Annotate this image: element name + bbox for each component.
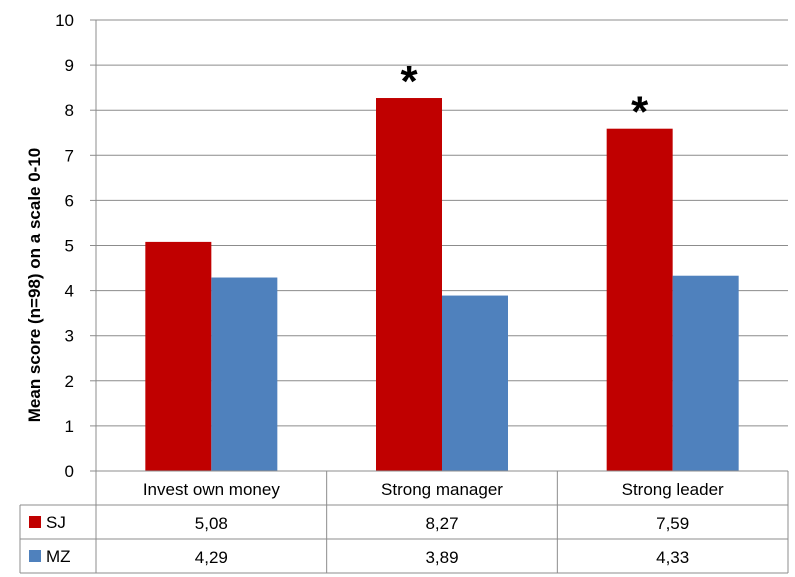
bar-mz [672, 275, 739, 471]
bar-sj [145, 241, 212, 471]
bar-mz [442, 295, 508, 471]
y-tick-label: 1 [65, 417, 74, 436]
y-tick-label: 9 [65, 56, 74, 75]
y-tick-label: 5 [65, 237, 74, 256]
x-category-label: Invest own money [143, 480, 281, 499]
y-tick-label: 0 [65, 462, 74, 481]
data-label: 7,59 [656, 514, 689, 533]
data-label: 4,29 [195, 548, 228, 567]
significance-marker: * [631, 88, 649, 137]
legend-label-mz: MZ [46, 547, 71, 566]
bar-sj [606, 128, 673, 472]
y-tick-label: 3 [65, 327, 74, 346]
data-label: 3,89 [425, 548, 458, 567]
y-tick-label: 7 [65, 146, 74, 165]
y-tick-label: 6 [65, 191, 74, 210]
bar-mz [211, 277, 278, 471]
bar-sj [376, 98, 442, 471]
y-tick-label: 10 [55, 11, 74, 30]
y-tick-label: 8 [65, 101, 74, 120]
legend-swatch-sj [29, 516, 41, 528]
x-category-label: Strong manager [381, 480, 503, 499]
y-axis-label: Mean score (n=98) on a scale 0-10 [25, 148, 44, 423]
data-label: 8,27 [425, 514, 458, 533]
y-tick-label: 2 [65, 372, 74, 391]
data-label: 4,33 [656, 548, 689, 567]
data-label: 5,08 [195, 514, 228, 533]
legend-swatch-mz [29, 550, 41, 562]
x-category-label: Strong leader [622, 480, 724, 499]
legend-label-sj: SJ [46, 513, 66, 532]
y-tick-label: 4 [65, 282, 74, 301]
significance-marker: * [400, 57, 418, 106]
